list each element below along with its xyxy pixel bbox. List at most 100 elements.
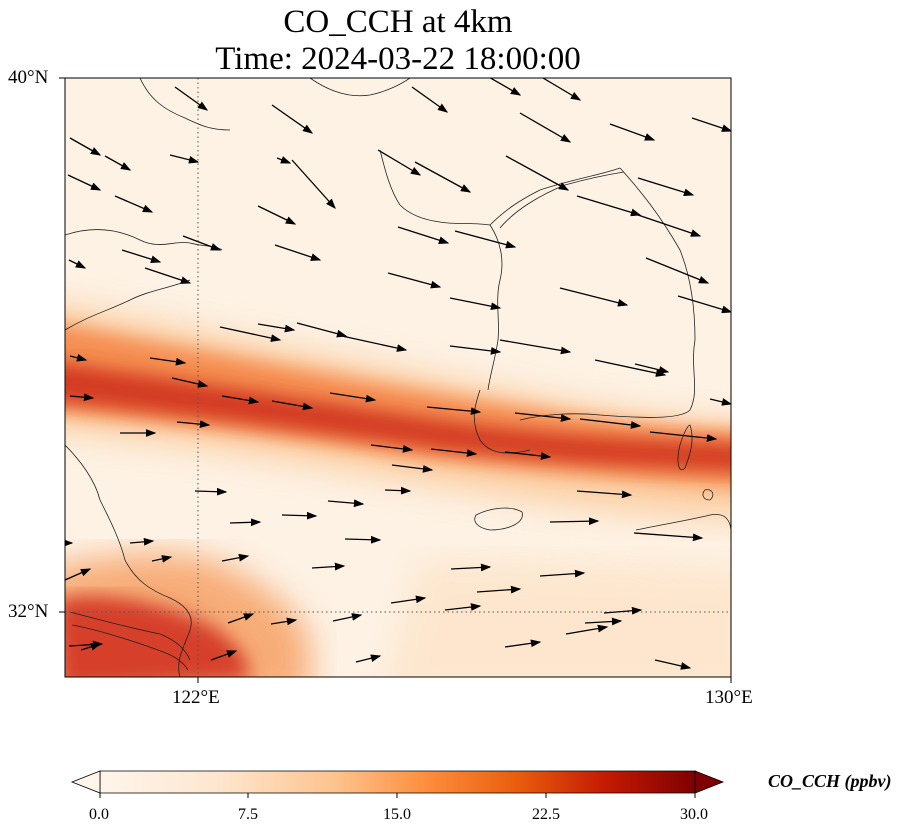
wind-arrow bbox=[257, 323, 296, 333]
wind-arrow bbox=[633, 532, 704, 542]
wind-arrow bbox=[370, 444, 414, 453]
wind-arrow bbox=[69, 354, 88, 362]
map-title: CO_CCH at 4km bbox=[283, 4, 513, 40]
wind-arrow bbox=[69, 137, 102, 156]
wind-arrow bbox=[327, 499, 365, 508]
wind-arrow bbox=[584, 617, 623, 626]
wind-arrow bbox=[709, 398, 731, 406]
wind-arrow bbox=[542, 78, 582, 101]
wind-arrow bbox=[391, 464, 434, 473]
wind-arrow bbox=[169, 154, 200, 164]
wind-arrow bbox=[355, 654, 382, 663]
wind-arrow bbox=[221, 553, 250, 562]
map-subtitle: Time: 2024-03-22 18:00:00 bbox=[215, 41, 581, 77]
wind-arrow bbox=[634, 363, 670, 374]
wind-arrow bbox=[397, 226, 450, 244]
wind-arrow bbox=[411, 86, 449, 113]
wind-arrow bbox=[387, 272, 442, 289]
wind-arrow bbox=[65, 568, 92, 581]
wind-arrow bbox=[311, 562, 346, 571]
wind-arrow bbox=[329, 392, 377, 403]
wind-arrow bbox=[69, 393, 95, 402]
wind-arrow bbox=[276, 156, 292, 164]
wind-arrow bbox=[426, 406, 482, 416]
wind-arrow bbox=[221, 395, 260, 405]
colorbar-extend-high bbox=[694, 770, 725, 794]
lat-tick-40n: 40°N bbox=[8, 67, 49, 88]
plume-southwest-core bbox=[65, 596, 250, 677]
wind-arrow bbox=[271, 104, 314, 134]
wind-arrow bbox=[296, 322, 348, 338]
wind-arrow bbox=[344, 535, 382, 544]
lon-tick-130e: 130°E bbox=[705, 687, 753, 708]
wind-arrow bbox=[332, 613, 363, 622]
wind-arrow bbox=[257, 205, 297, 225]
wind-arrow bbox=[603, 606, 643, 615]
wind-arrow bbox=[449, 345, 502, 355]
wind-arrow bbox=[645, 257, 710, 284]
colorbar-label: CO_CCH (ppbv) bbox=[768, 771, 892, 791]
wind-arrow bbox=[229, 518, 262, 527]
wind-arrow bbox=[227, 613, 255, 624]
wind-arrow bbox=[341, 335, 408, 352]
colorbar bbox=[70, 770, 725, 798]
map-frame bbox=[64, 77, 732, 678]
colorbar-tick-0: 0.0 bbox=[89, 806, 109, 823]
wind-arrow bbox=[609, 123, 656, 141]
wind-arrow bbox=[691, 117, 731, 132]
wind-arrow bbox=[430, 448, 478, 457]
wind-arrow bbox=[576, 490, 633, 499]
wind-arrow bbox=[151, 555, 173, 563]
wind-arrow bbox=[549, 517, 600, 526]
wind-arrow bbox=[121, 249, 162, 263]
wind-arrow bbox=[210, 650, 238, 661]
wind-arrow bbox=[377, 149, 422, 176]
wind-arrow bbox=[450, 563, 492, 572]
wind-arrow bbox=[114, 195, 154, 213]
wind-arrow bbox=[104, 155, 132, 171]
wind-arrow bbox=[390, 595, 427, 604]
wind-arrow bbox=[637, 177, 695, 197]
wind-arrow bbox=[654, 659, 692, 670]
wind-arrow bbox=[499, 339, 572, 355]
wind-arrow bbox=[489, 78, 522, 96]
wind-arrow bbox=[129, 537, 155, 546]
wind-arrow bbox=[68, 259, 87, 269]
wind-arrow bbox=[576, 195, 642, 217]
wind-arrow bbox=[219, 326, 282, 342]
wind-arrow bbox=[514, 412, 572, 422]
wind-arrow bbox=[291, 159, 336, 209]
wind-arrow bbox=[579, 418, 642, 429]
wind-vectors bbox=[65, 78, 731, 670]
wind-arrow bbox=[559, 287, 629, 307]
coastlines bbox=[65, 78, 731, 677]
wind-arrow bbox=[649, 431, 718, 442]
colorbar-tick-4: 30.0 bbox=[680, 806, 708, 823]
lat-tick-32n: 32°N bbox=[8, 601, 49, 622]
colorbar-tick-3: 22.5 bbox=[532, 806, 560, 823]
wind-arrow bbox=[454, 230, 517, 249]
wind-arrow bbox=[171, 377, 209, 388]
colorbar-tick-1: 7.5 bbox=[238, 806, 258, 823]
wind-arrow bbox=[149, 357, 187, 366]
wind-arrow bbox=[384, 486, 412, 495]
wind-arrow bbox=[271, 400, 314, 411]
colorbar-tick-2: 15.0 bbox=[383, 806, 411, 823]
wind-arrow bbox=[504, 639, 542, 648]
wind-arrow bbox=[594, 359, 667, 377]
wind-arrow bbox=[565, 624, 609, 635]
wind-arrow bbox=[504, 451, 552, 460]
wind-arrow bbox=[274, 244, 322, 261]
wind-arrow bbox=[281, 511, 318, 520]
wind-arrow bbox=[270, 617, 298, 626]
wind-arrow bbox=[637, 214, 702, 237]
lon-tick-122e: 122°E bbox=[172, 687, 220, 708]
wind-arrow bbox=[176, 420, 211, 429]
wind-arrow bbox=[505, 155, 570, 191]
wind-arrow bbox=[539, 569, 586, 578]
wind-arrow bbox=[444, 603, 482, 611]
wind-arrow bbox=[67, 174, 102, 191]
wind-arrow bbox=[449, 297, 502, 311]
plume-core bbox=[65, 363, 731, 471]
